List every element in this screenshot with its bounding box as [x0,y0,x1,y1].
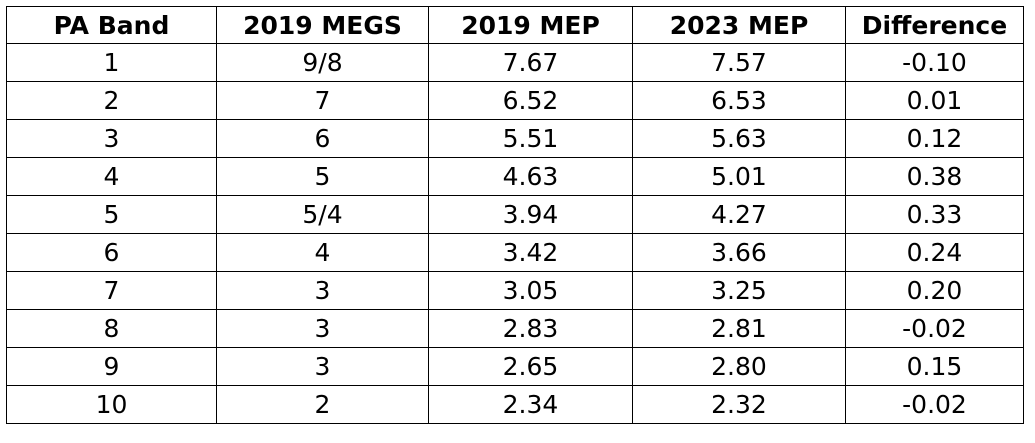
cell-difference: -0.02 [845,385,1024,424]
header-2023-mep: 2023 MEP [632,6,846,44]
cell-difference: 0.20 [845,271,1024,310]
table-container: PA Band 2019 MEGS 2019 MEP 2023 MEP Diff… [6,6,1024,424]
cell-2019-megs: 6 [216,119,429,158]
cell-2019-megs: 7 [216,81,429,120]
cell-pa-band: 3 [6,119,217,158]
cell-difference: 0.12 [845,119,1024,158]
table-body: 1 9/8 7.67 7.57 -0.10 2 7 6.52 6.53 0.01 3 6 5.51 5.6… [6,43,1024,424]
cell-2019-megs: 3 [216,309,429,348]
header-row: PA Band 2019 MEGS 2019 MEP 2023 MEP Diff… [6,6,1024,44]
table-row: 9 3 2.65 2.80 0.15 [6,347,1024,386]
cell-pa-band: 1 [6,43,217,82]
cell-2019-mep: 3.42 [428,233,633,272]
cell-2019-mep: 3.94 [428,195,633,234]
cell-difference: 0.33 [845,195,1024,234]
cell-2019-mep: 2.83 [428,309,633,348]
cell-2019-megs: 5 [216,157,429,196]
cell-2023-mep: 4.27 [632,195,846,234]
table-row: 4 5 4.63 5.01 0.38 [6,157,1024,196]
cell-pa-band: 9 [6,347,217,386]
cell-difference: 0.01 [845,81,1024,120]
cell-2019-mep: 7.67 [428,43,633,82]
cell-2019-megs: 4 [216,233,429,272]
cell-2023-mep: 7.57 [632,43,846,82]
table-header: PA Band 2019 MEGS 2019 MEP 2023 MEP Diff… [6,6,1024,44]
header-2019-megs: 2019 MEGS [216,6,429,44]
cell-pa-band: 6 [6,233,217,272]
table-row: 5 5/4 3.94 4.27 0.33 [6,195,1024,234]
cell-2019-megs: 2 [216,385,429,424]
pa-band-table: PA Band 2019 MEGS 2019 MEP 2023 MEP Diff… [6,6,1024,424]
cell-2019-megs: 5/4 [216,195,429,234]
cell-2019-mep: 6.52 [428,81,633,120]
table-row: 1 9/8 7.67 7.57 -0.10 [6,43,1024,82]
table-row: 8 3 2.83 2.81 -0.02 [6,309,1024,348]
cell-2023-mep: 3.66 [632,233,846,272]
header-pa-band: PA Band [6,6,217,44]
cell-pa-band: 10 [6,385,217,424]
table-row: 3 6 5.51 5.63 0.12 [6,119,1024,158]
cell-difference: -0.02 [845,309,1024,348]
cell-2023-mep: 5.01 [632,157,846,196]
cell-difference: 0.15 [845,347,1024,386]
cell-difference: -0.10 [845,43,1024,82]
header-2019-mep: 2019 MEP [428,6,633,44]
cell-pa-band: 4 [6,157,217,196]
cell-2023-mep: 2.32 [632,385,846,424]
cell-2019-mep: 3.05 [428,271,633,310]
cell-2019-megs: 3 [216,347,429,386]
cell-2023-mep: 6.53 [632,81,846,120]
cell-pa-band: 5 [6,195,217,234]
cell-2019-mep: 4.63 [428,157,633,196]
cell-2023-mep: 3.25 [632,271,846,310]
table-row: 7 3 3.05 3.25 0.20 [6,271,1024,310]
cell-pa-band: 2 [6,81,217,120]
cell-difference: 0.38 [845,157,1024,196]
cell-pa-band: 8 [6,309,217,348]
cell-2019-megs: 3 [216,271,429,310]
cell-2019-mep: 2.65 [428,347,633,386]
cell-2019-megs: 9/8 [216,43,429,82]
cell-2019-mep: 2.34 [428,385,633,424]
table-row: 6 4 3.42 3.66 0.24 [6,233,1024,272]
cell-2023-mep: 5.63 [632,119,846,158]
cell-pa-band: 7 [6,271,217,310]
cell-2023-mep: 2.80 [632,347,846,386]
table-row: 2 7 6.52 6.53 0.01 [6,81,1024,120]
cell-2019-mep: 5.51 [428,119,633,158]
header-difference: Difference [845,6,1024,44]
cell-2023-mep: 2.81 [632,309,846,348]
cell-difference: 0.24 [845,233,1024,272]
table-row: 10 2 2.34 2.32 -0.02 [6,385,1024,424]
